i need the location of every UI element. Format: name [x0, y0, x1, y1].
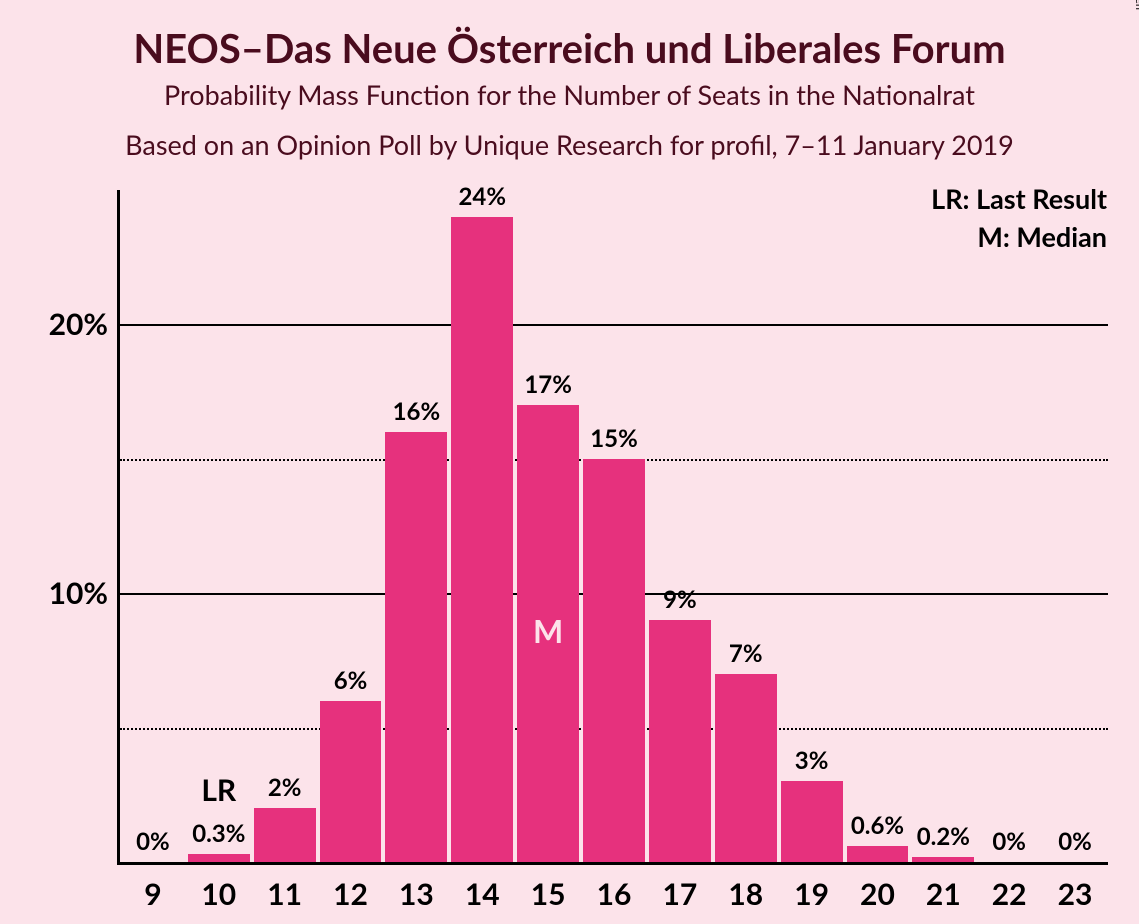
chart-root: NEOS–Das Neue Österreich und Liberales F… [0, 0, 1139, 924]
y-axis [117, 190, 120, 865]
x-tick-label: 15 [531, 876, 566, 912]
bar [451, 217, 513, 862]
bar-value-label: 7% [729, 639, 763, 668]
bar [385, 432, 447, 862]
x-tick-label: 20 [860, 876, 895, 912]
marker-median: M [533, 611, 563, 650]
chart-title: NEOS–Das Neue Österreich und Liberales F… [0, 24, 1139, 72]
bar-value-label: 0.2% [917, 822, 970, 851]
x-tick-label: 10 [201, 876, 236, 912]
x-axis [117, 862, 1108, 865]
bar [781, 781, 843, 862]
x-tick-label: 11 [267, 876, 302, 912]
bar-value-label: 0% [136, 827, 170, 856]
plot-area: 10%20%0%90.3%102%116%1216%1324%1417%1515… [120, 190, 1108, 862]
bar-value-label: 0.6% [851, 811, 904, 840]
chart-subtitle-2: Based on an Opinion Poll by Unique Resea… [0, 128, 1139, 161]
x-tick-label: 22 [992, 876, 1027, 912]
bar-value-label: 9% [663, 585, 697, 614]
marker-lr: LR [201, 772, 236, 808]
x-tick-label: 14 [465, 876, 500, 912]
y-tick-label: 10% [49, 575, 120, 611]
x-tick-label: 23 [1058, 876, 1093, 912]
bar-value-label: 24% [459, 182, 507, 211]
bar-value-label: 0% [1058, 827, 1092, 856]
x-tick-label: 21 [926, 876, 961, 912]
x-tick-label: 9 [144, 876, 161, 912]
bar-value-label: 0% [992, 827, 1026, 856]
x-tick-label: 17 [662, 876, 697, 912]
bar [847, 846, 909, 862]
bar-value-label: 0.3% [192, 819, 245, 848]
x-tick-label: 12 [333, 876, 368, 912]
bar-value-label: 6% [334, 666, 368, 695]
x-tick-label: 19 [794, 876, 829, 912]
bar-value-label: 17% [524, 370, 572, 399]
bar [583, 459, 645, 862]
bar [254, 808, 316, 862]
bar [188, 854, 250, 862]
x-tick-label: 13 [399, 876, 434, 912]
copyright-text: © 2019 Filip van Laenen [1133, 0, 1139, 10]
bar-value-label: 15% [590, 424, 638, 453]
x-tick-label: 16 [597, 876, 632, 912]
bar-value-label: 16% [393, 397, 441, 426]
chart-subtitle-1: Probability Mass Function for the Number… [0, 78, 1139, 111]
bar [649, 620, 711, 862]
bar [320, 701, 382, 862]
bar-value-label: 2% [268, 773, 302, 802]
bar [715, 674, 777, 862]
gridline [120, 324, 1108, 326]
bar-value-label: 3% [795, 746, 829, 775]
y-tick-label: 20% [49, 306, 120, 342]
x-tick-label: 18 [728, 876, 763, 912]
